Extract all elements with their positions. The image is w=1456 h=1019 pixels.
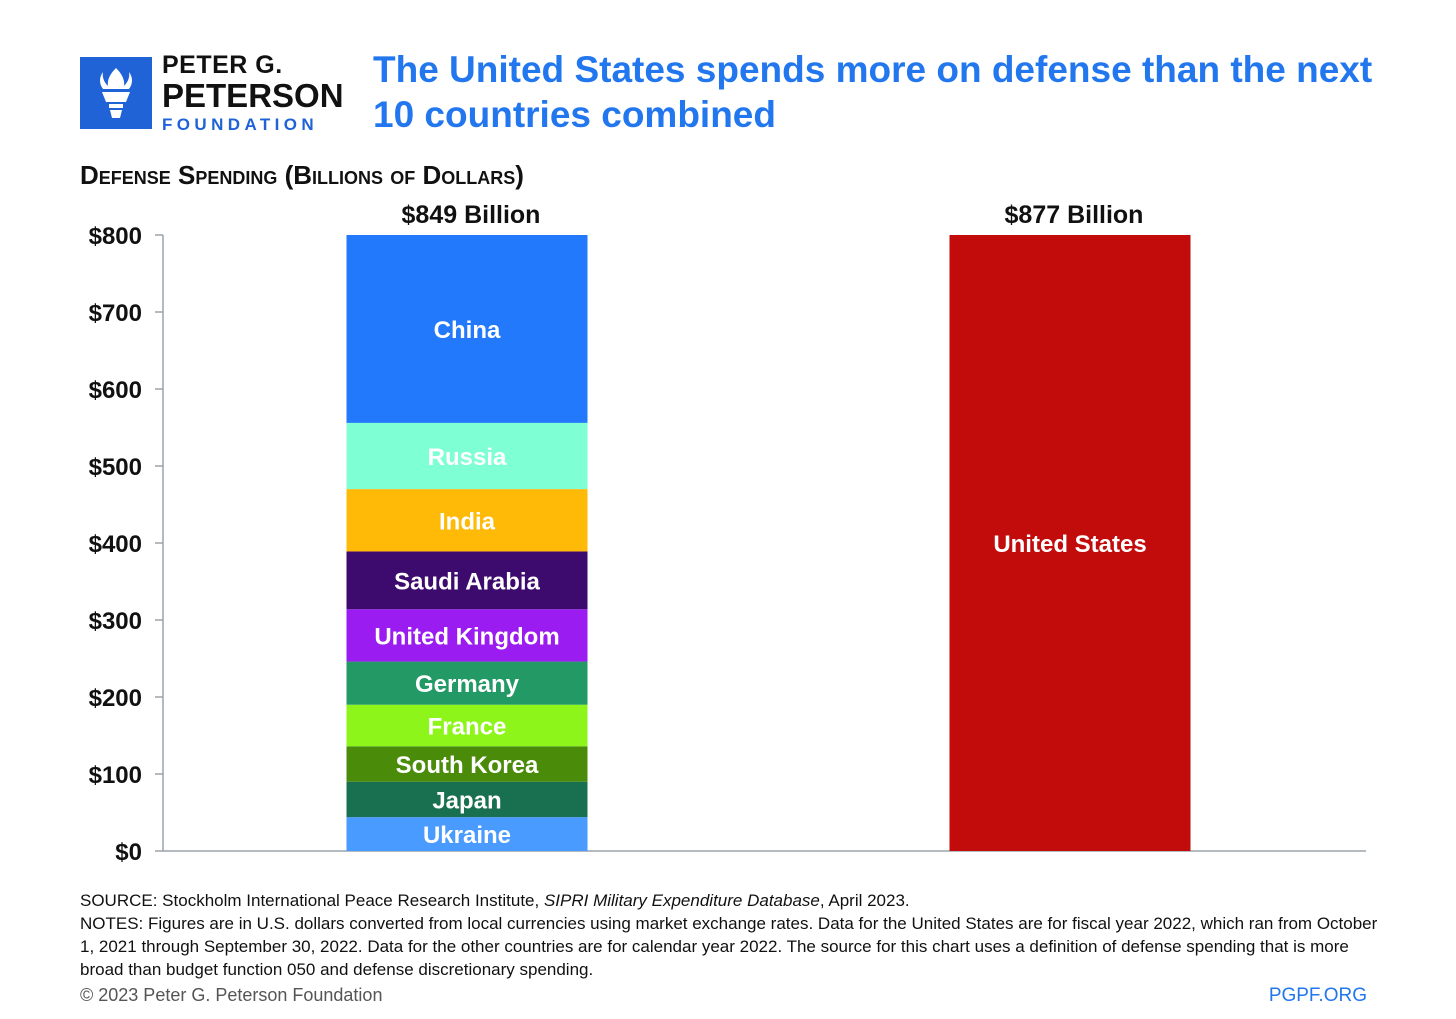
source-line: SOURCE: Stockholm International Peace Re… — [80, 889, 1380, 912]
segment-label: Ukraine — [423, 822, 511, 849]
logo: PETER G. PETERSON FOUNDATION — [80, 53, 344, 133]
segment-label: Japan — [432, 787, 501, 814]
bar-segment — [346, 551, 588, 610]
logo-line-2: PETERSON — [162, 77, 344, 114]
segment-label: Russia — [428, 444, 507, 471]
bar-segment — [346, 746, 588, 782]
logo-line-3: FOUNDATION — [162, 115, 319, 134]
y-tick-label: $100 — [89, 762, 142, 789]
segment-label: France — [428, 713, 507, 740]
segment-label: United Kingdom — [374, 623, 559, 650]
bar-segment — [346, 661, 588, 705]
chart-title: The United States spends more on defense… — [373, 47, 1373, 137]
y-tick-label: $700 — [89, 300, 142, 327]
segment-label: India — [439, 508, 496, 535]
footer-notes: SOURCE: Stockholm International Peace Re… — [80, 889, 1380, 981]
chart-subtitle: Defense Spending (Billions of Dollars) — [80, 160, 524, 190]
source-suffix: , April 2023. — [819, 891, 910, 910]
y-tick-label: $500 — [89, 454, 142, 481]
y-tick-label: $600 — [89, 377, 142, 404]
bar-chart: $0 $100 $200 $300 $400 $500 $600 $700 $800 Ukrain… — [89, 201, 1366, 866]
segment-label: China — [434, 317, 501, 344]
bar-segment — [346, 235, 588, 423]
segment-label: Germany — [415, 671, 520, 698]
bar-segment — [346, 704, 588, 747]
bar-segment — [346, 422, 588, 490]
notes-text: NOTES: Figures are in U.S. dollars conve… — [80, 914, 1378, 979]
segment-label: South Korea — [396, 752, 539, 779]
bar-segment — [346, 781, 588, 818]
y-tick-label: $200 — [89, 685, 142, 712]
torch-icon — [80, 57, 152, 129]
site-link[interactable]: PGPF.ORG — [1268, 985, 1367, 1006]
source-title: SIPRI Military Expenditure Database — [543, 891, 820, 910]
chart-title-line-2: 10 countries combined — [373, 94, 776, 135]
bar-segment — [949, 235, 1191, 851]
y-tick-label: $0 — [115, 839, 142, 866]
bar-segment — [346, 609, 588, 662]
copyright: © 2023 Peter G. Peterson Foundation — [80, 985, 383, 1005]
bar-total-label: $877 Billion — [1005, 201, 1144, 229]
y-tick-label: $800 — [89, 223, 142, 250]
y-tick-label: $400 — [89, 531, 142, 558]
chart-title-line-1: The United States spends more on defense… — [373, 49, 1373, 90]
source-prefix: SOURCE: Stockholm International Peace Re… — [80, 891, 544, 910]
bar-segment — [346, 817, 588, 851]
logo-line-1: PETER G. — [162, 51, 283, 79]
bar-total-label: $849 Billion — [402, 201, 541, 229]
segment-label: United States — [993, 531, 1146, 558]
segment-label: Saudi Arabia — [394, 568, 540, 595]
bar-segment — [346, 489, 588, 552]
y-tick-label: $300 — [89, 608, 142, 635]
